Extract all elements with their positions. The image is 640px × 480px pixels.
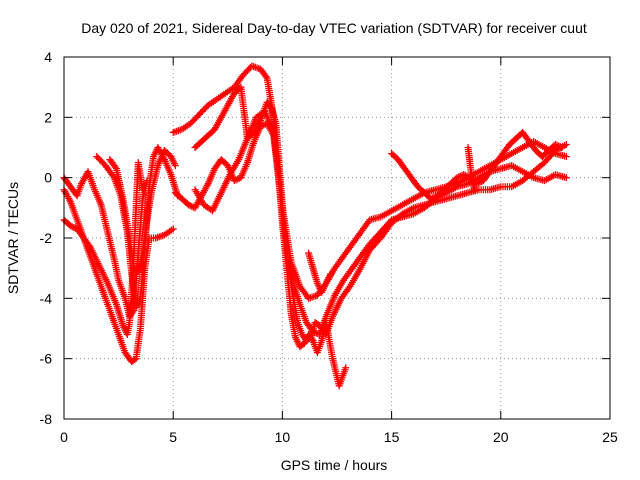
data-point-marker bbox=[67, 222, 75, 230]
data-point-marker bbox=[111, 163, 119, 171]
data-point-marker bbox=[553, 141, 561, 149]
data-point-marker bbox=[309, 328, 317, 336]
data-point-marker bbox=[430, 193, 438, 201]
data-point-marker bbox=[551, 140, 559, 148]
data-point-marker bbox=[556, 143, 564, 151]
data-point-marker bbox=[562, 174, 570, 182]
y-tick-label: 2 bbox=[44, 109, 52, 125]
series-trace bbox=[464, 144, 479, 194]
data-point-marker bbox=[169, 225, 177, 233]
data-point-marker bbox=[456, 172, 464, 180]
y-tick-label: 4 bbox=[44, 49, 52, 65]
data-point-marker bbox=[429, 194, 437, 202]
data-point-marker bbox=[558, 144, 566, 151]
data-point-marker bbox=[460, 171, 468, 179]
axis-ticks: 0 5 10 15 20 25 -8 -6 -4 -2 0 2 4 bbox=[40, 49, 618, 445]
data-point-marker bbox=[266, 103, 274, 111]
data-point-marker bbox=[555, 142, 563, 150]
data-point-marker bbox=[427, 195, 435, 203]
series-trace bbox=[388, 128, 566, 203]
data-point-marker bbox=[562, 140, 570, 148]
data-point-marker bbox=[326, 270, 334, 278]
y-tick-label: 0 bbox=[44, 170, 52, 186]
data-point-marker bbox=[230, 177, 238, 185]
data-point-marker bbox=[129, 308, 137, 316]
data-point-marker bbox=[171, 162, 179, 170]
x-tick-label: 25 bbox=[602, 429, 618, 445]
data-point-marker bbox=[461, 171, 469, 179]
data-point-marker bbox=[471, 186, 479, 194]
y-axis-label: SDTVAR / TECUs bbox=[5, 182, 21, 294]
series-trace bbox=[305, 249, 334, 296]
data-point-marker bbox=[234, 175, 242, 183]
data-point-marker bbox=[68, 223, 76, 231]
x-tick-label: 10 bbox=[275, 429, 291, 445]
data-point-marker bbox=[257, 122, 265, 130]
data-point-marker bbox=[455, 173, 463, 181]
x-axis-label: GPS time / hours bbox=[281, 457, 388, 473]
series-trace bbox=[106, 147, 179, 275]
data-point-marker bbox=[186, 202, 194, 210]
data-points bbox=[60, 62, 570, 390]
x-tick-label: 20 bbox=[493, 429, 509, 445]
data-point-marker bbox=[562, 153, 570, 161]
data-point-marker bbox=[70, 223, 78, 231]
y-tick-label: -2 bbox=[40, 230, 53, 246]
data-point-marker bbox=[232, 176, 240, 184]
x-tick-label: 5 bbox=[169, 429, 177, 445]
data-point-marker bbox=[342, 364, 350, 372]
data-point-marker bbox=[184, 201, 192, 209]
x-tick-label: 0 bbox=[60, 429, 68, 445]
x-tick-label: 15 bbox=[384, 429, 400, 445]
data-point-marker bbox=[453, 174, 461, 182]
chart-title: Day 020 of 2021, Sidereal Day-to-day VTE… bbox=[81, 20, 587, 36]
y-tick-label: -6 bbox=[40, 351, 53, 367]
series-trace bbox=[191, 107, 570, 302]
y-tick-label: -8 bbox=[40, 411, 53, 427]
data-point-marker bbox=[262, 73, 270, 81]
data-point-marker bbox=[258, 122, 266, 130]
data-point-marker bbox=[476, 178, 484, 186]
y-tick-label: -4 bbox=[40, 290, 53, 306]
